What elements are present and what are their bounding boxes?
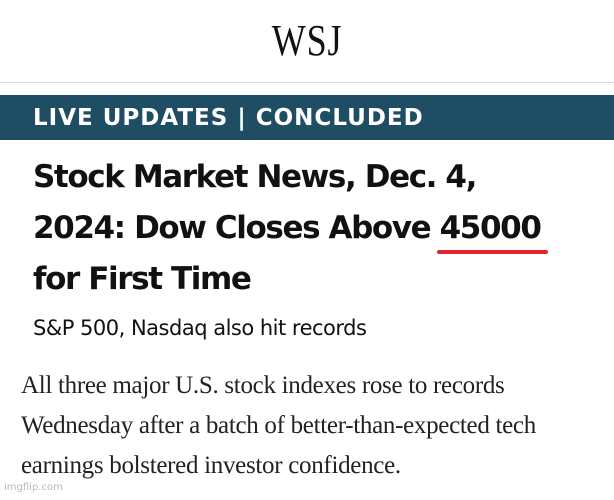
masthead: WSJ (0, 0, 614, 82)
highlighted-number: 45000 (436, 203, 548, 254)
headline-line-3: for First Time (33, 261, 252, 297)
headline-line-1: Stock Market News, Dec. 4, (33, 159, 477, 195)
body-line-2: Wednesday after a batch of better-than-e… (21, 412, 536, 439)
wsj-logo[interactable]: WSJ (271, 15, 343, 65)
body-line-3: earnings bolstered investor confidence. (21, 452, 401, 479)
banner-label: LIVE UPDATES | CONCLUDED (33, 104, 424, 131)
live-updates-banner: LIVE UPDATES | CONCLUDED (0, 95, 614, 140)
red-underline-mark (436, 250, 548, 254)
imgflip-watermark: imgflip.com (4, 482, 63, 493)
header-divider (0, 82, 614, 83)
headline-line-2: 2024: Dow Closes Above 45000 (33, 203, 608, 254)
article-body: All three major U.S. stock indexes rose … (21, 366, 611, 486)
article-subheadline: S&P 500, Nasdaq also hit records (33, 316, 367, 340)
highlighted-number-text: 45000 (439, 210, 542, 246)
headline-line-2-text: 2024: Dow Closes Above (33, 210, 440, 246)
article-headline: Stock Market News, Dec. 4, 2024: Dow Clo… (33, 152, 608, 305)
body-line-1: All three major U.S. stock indexes rose … (21, 372, 505, 399)
